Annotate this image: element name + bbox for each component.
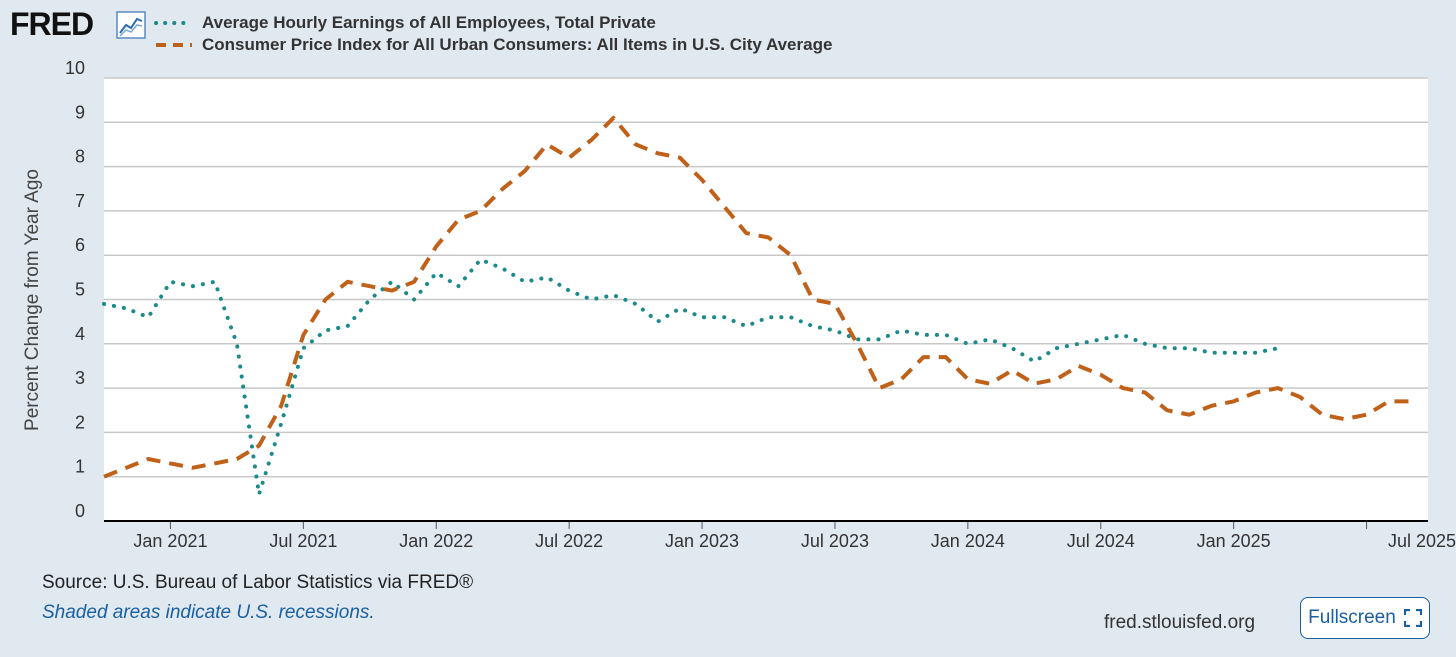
site-url[interactable]: fred.stlouisfed.org (1104, 612, 1256, 633)
y-tick-label: 9 (75, 102, 85, 122)
y-tick-label: 5 (75, 280, 85, 300)
y-tick-label: 8 (75, 147, 85, 167)
x-tick-label: Jul 2021 (269, 531, 337, 551)
x-tick-label: Jan 2022 (399, 531, 473, 551)
chart-trend-icon (116, 11, 146, 39)
x-tick-label: Jan 2024 (931, 531, 1005, 551)
fred-logo[interactable]: FRED (10, 6, 94, 42)
gridlines (104, 77, 1428, 478)
x-tick-label: Jul 2025 (1388, 531, 1456, 551)
y-tick-labels: 0 1 2 3 4 5 6 7 8 9 10 (65, 58, 85, 521)
y-tick-label: 7 (75, 191, 85, 211)
fullscreen-label: Fullscreen (1308, 607, 1396, 628)
source-note: Source: U.S. Bureau of Labor Statistics … (42, 572, 474, 593)
legend-label-earnings: Average Hourly Earnings of All Employees… (202, 13, 656, 32)
x-tick-label: Jul 2023 (801, 531, 869, 551)
legend-label-cpi: Consumer Price Index for All Urban Consu… (202, 35, 833, 54)
y-tick-label: 10 (65, 58, 85, 78)
y-axis-label: Percent Change from Year Ago (22, 169, 43, 431)
header: FRED Average Hourly Earnings of All Empl… (10, 4, 1410, 60)
y-tick-label: 2 (75, 412, 85, 432)
recession-note: Shaded areas indicate U.S. recessions. (42, 602, 375, 623)
legend-item-cpi[interactable]: Consumer Price Index for All Urban Consu… (154, 34, 832, 56)
legend-swatch-earnings (154, 21, 194, 25)
x-tick-label: Jul 2024 (1067, 531, 1135, 551)
y-tick-label: 3 (75, 368, 85, 388)
fullscreen-icon (1403, 609, 1422, 627)
fullscreen-button[interactable]: Fullscreen (1300, 597, 1430, 639)
x-tick-label: Jan 2025 (1197, 531, 1271, 551)
y-tick-label: 6 (75, 235, 85, 255)
series-lines (102, 115, 1411, 497)
y-tick-label: 1 (75, 457, 85, 477)
x-tick-label: Jan 2021 (133, 531, 207, 551)
legend-swatch-cpi (156, 43, 192, 47)
x-tick-label: Jul 2022 (535, 531, 603, 551)
legend-item-earnings[interactable]: Average Hourly Earnings of All Employees… (154, 12, 656, 34)
x-tick-label: Jan 2023 (665, 531, 739, 551)
x-tick-labels: Jan 2021 Jul 2021 Jan 2022 Jul 2022 Jan 2023… (133, 521, 1456, 551)
series-line-cpi[interactable] (103, 115, 1411, 479)
y-tick-label: 4 (75, 324, 85, 344)
y-tick-label: 0 (75, 501, 85, 521)
